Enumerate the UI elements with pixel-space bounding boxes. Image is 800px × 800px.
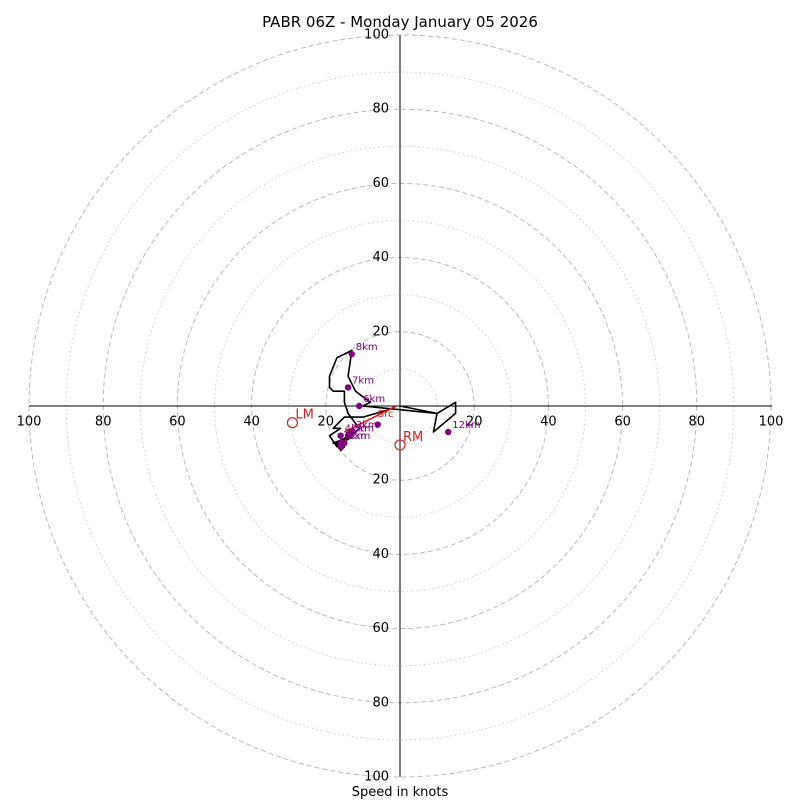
height-marker-point — [344, 432, 352, 439]
storm-motion-marker — [286, 417, 299, 429]
tick-label: 60 — [614, 415, 631, 430]
height-marker-point — [344, 384, 352, 391]
tick-label: 100 — [759, 415, 784, 430]
height-marker-point — [445, 428, 452, 436]
storm-motion-marker — [394, 439, 406, 451]
height-marker-label: 8km — [356, 342, 378, 353]
tick-label: 20 — [372, 324, 389, 339]
height-marker-point — [337, 443, 344, 451]
height-marker-label: 6km — [363, 394, 385, 405]
tick-label: 80 — [372, 695, 389, 710]
storm-motion-label: RM — [403, 430, 423, 445]
tick-label: 40 — [243, 415, 260, 430]
hodograph-trace: Src — [328, 349, 457, 452]
tick-label: 40 — [372, 250, 389, 265]
tick-label: 80 — [689, 415, 706, 430]
tick-labels: 100 80 60 40 20 20 40 60 80 100 20 40 60 80 100 20 40 60 8… — [17, 28, 784, 785]
shear-vector-line — [344, 405, 397, 433]
storm-motion-markers: LM RM — [286, 408, 423, 451]
height-marker-label: 2km — [352, 424, 374, 435]
height-marker-point — [355, 402, 363, 410]
hodograph-line — [328, 349, 457, 452]
tick-label: 60 — [372, 621, 389, 636]
height-marker-point — [374, 421, 381, 428]
tick-label: 100 — [364, 770, 389, 785]
tick-label: 20 — [372, 473, 389, 488]
height-marker-label: 7km — [352, 375, 374, 386]
tick-label: 20 — [466, 415, 483, 430]
height-marker-point — [337, 432, 344, 439]
height-marker-point — [348, 350, 355, 358]
tick-label: 20 — [318, 415, 335, 430]
tick-label: 60 — [372, 176, 389, 191]
height-marker-label: 3km — [356, 420, 378, 431]
shear-vector-label: Src — [378, 409, 394, 420]
tick-label: 80 — [372, 102, 389, 117]
tick-label: 60 — [169, 415, 186, 430]
height-marker-label: 1km — [348, 431, 370, 442]
tick-label: 100 — [17, 415, 42, 430]
x-axis-label: Speed in knots — [352, 785, 449, 800]
height-marker-label: 12km — [452, 420, 480, 431]
tick-label: 40 — [372, 547, 389, 562]
height-marker-label: 5km — [345, 431, 367, 442]
storm-motion-label: LM — [295, 408, 313, 423]
tick-label: 40 — [540, 415, 557, 430]
height-marker-label: 4km — [345, 424, 367, 435]
tick-label: 80 — [95, 415, 112, 430]
tick-label: 100 — [364, 28, 389, 43]
chart-title: PABR 06Z - Monday January 05 2026 — [262, 13, 538, 31]
